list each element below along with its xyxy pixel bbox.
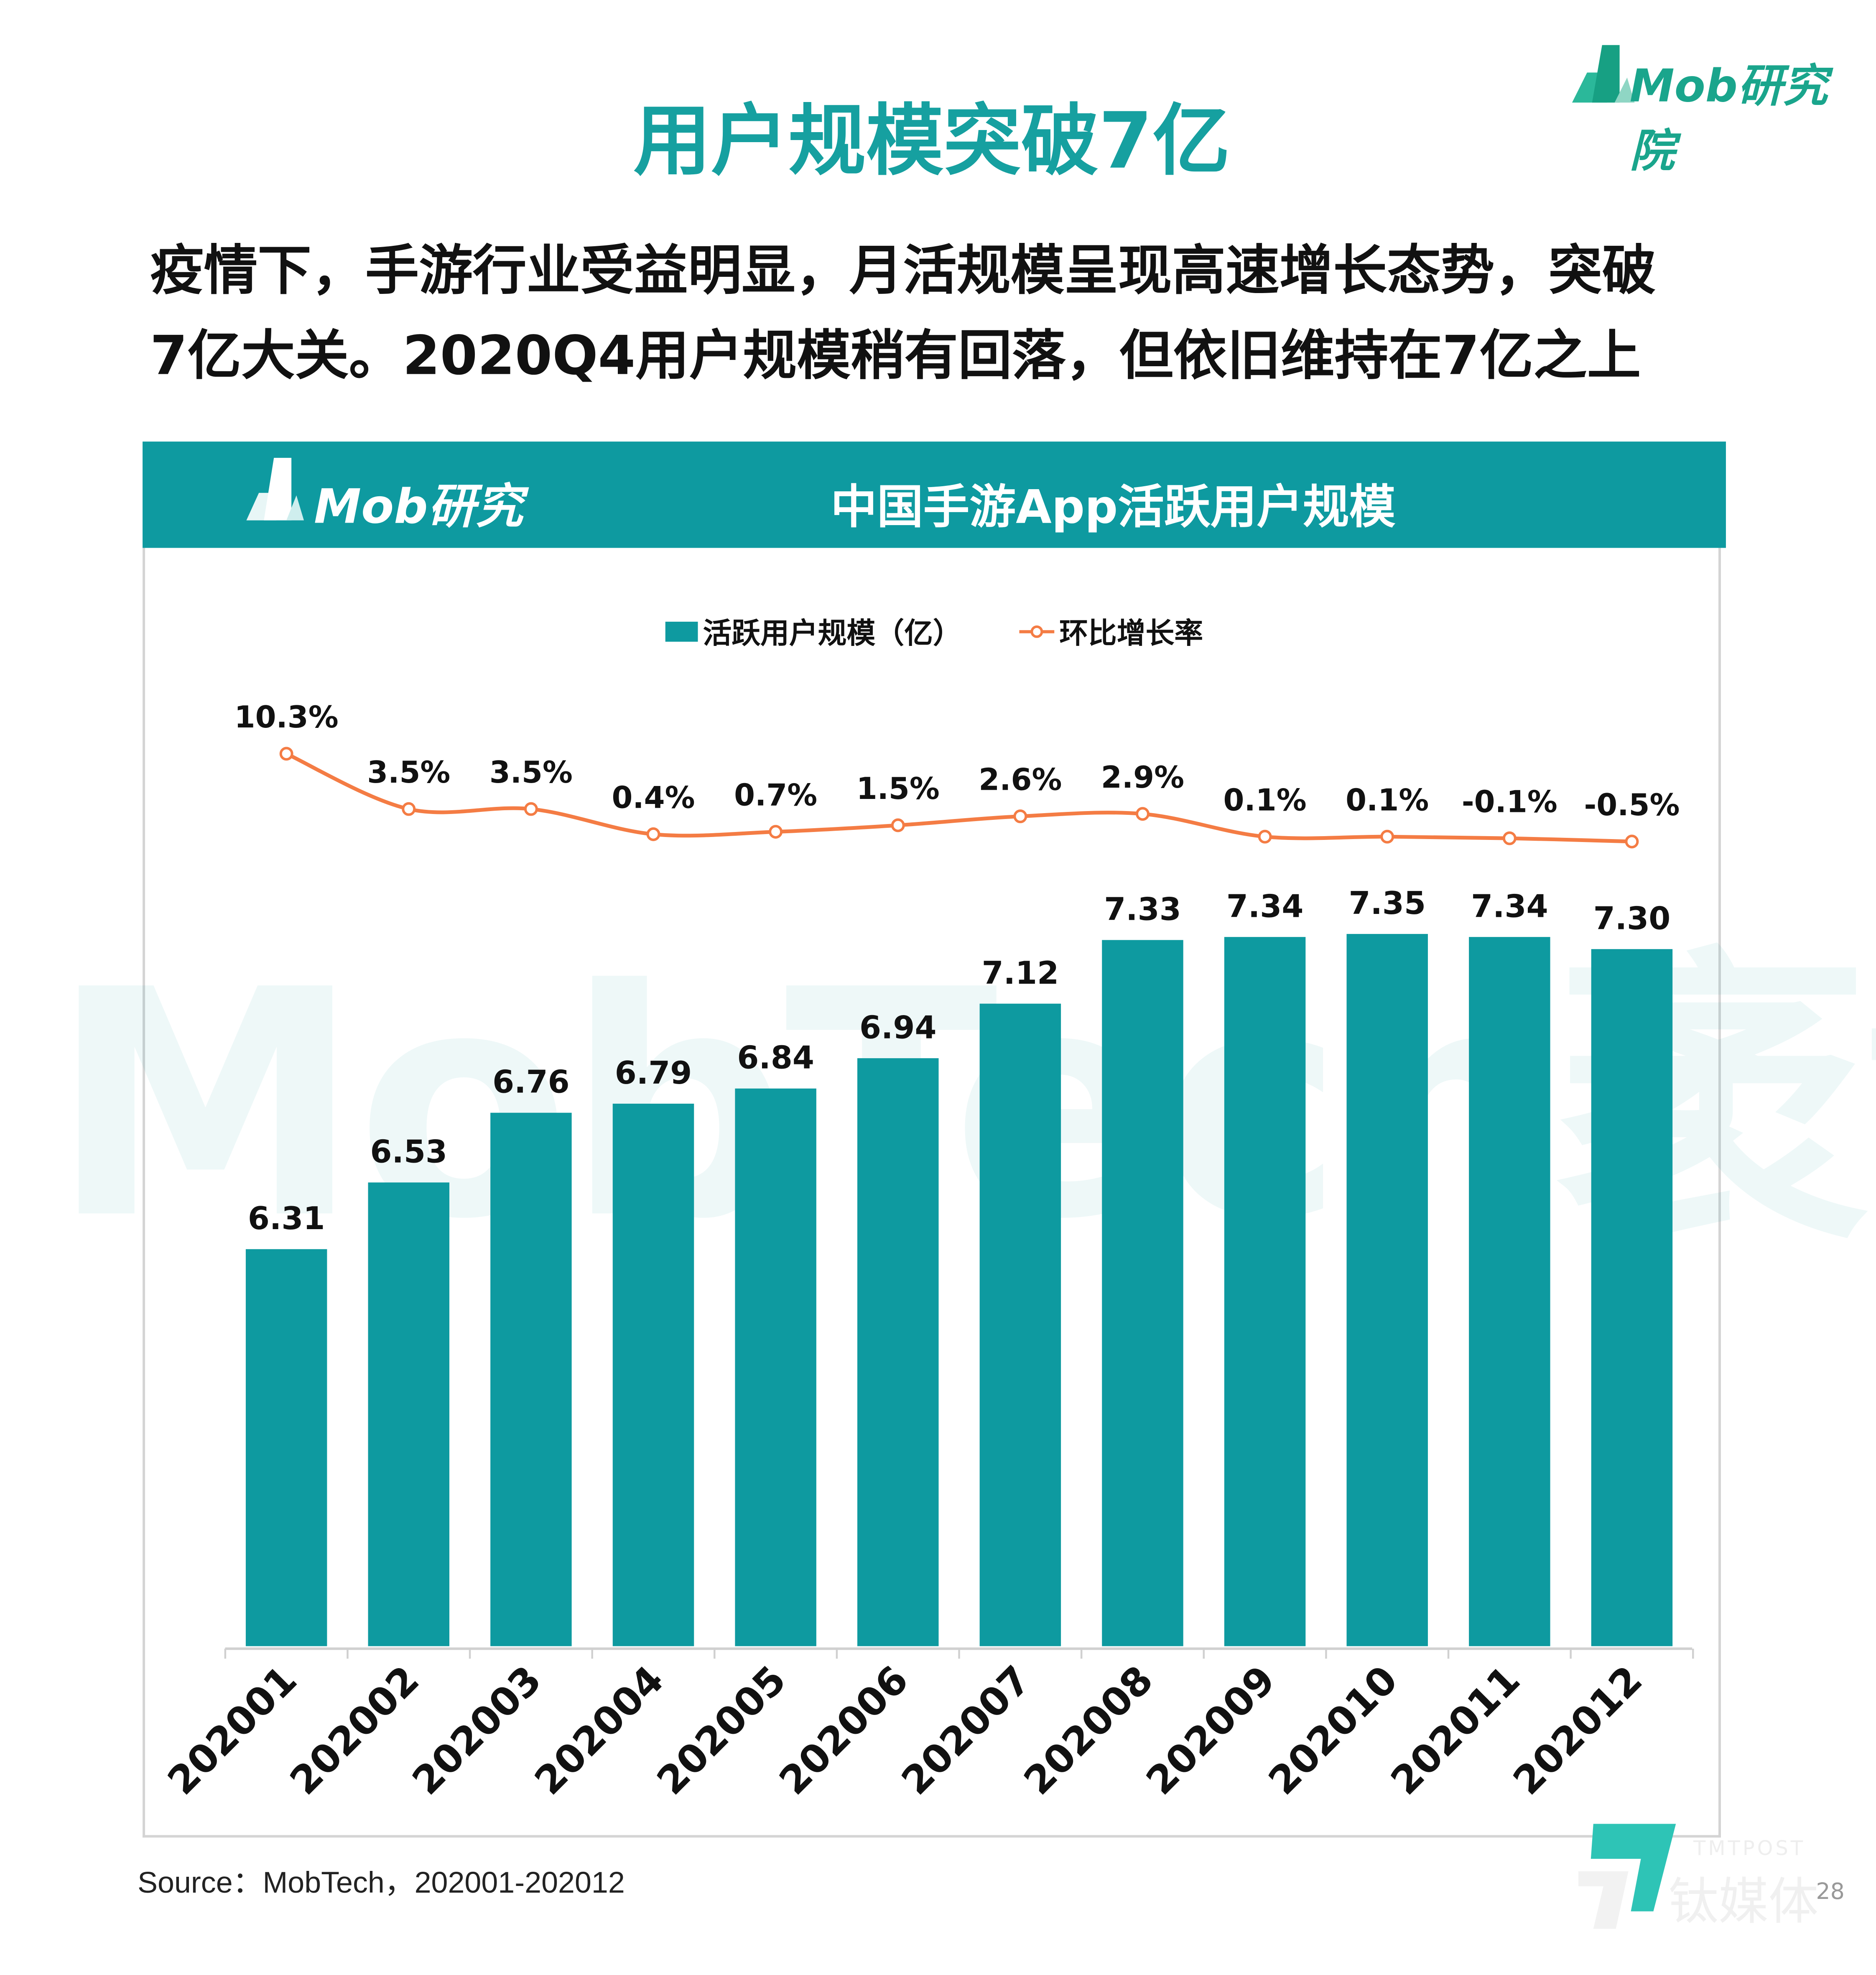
source-note: Source：MobTech，202001-202012: [138, 1866, 625, 1900]
growth-value-label: 0.4%: [612, 780, 695, 815]
bar: [245, 1249, 327, 1646]
subtitle-line-2: 7亿大关。2020Q4用户规模稍有回落，但依旧维持在7亿之上: [150, 325, 1641, 388]
growth-point: [279, 747, 293, 761]
x-tick-label: 202012: [1504, 1657, 1651, 1803]
x-tick-label: 202007: [893, 1657, 1039, 1803]
bar: [1346, 934, 1428, 1646]
bar-value-label: 6.53: [370, 1133, 448, 1170]
x-tick-label: 202011: [1382, 1657, 1529, 1803]
bar: [612, 1103, 694, 1646]
legend-line-marker: [1030, 625, 1043, 638]
growth-point: [1013, 809, 1027, 824]
bar-value-label: 7.30: [1593, 900, 1671, 936]
bar: [1591, 949, 1673, 1646]
growth-value-label: -0.1%: [1462, 784, 1557, 819]
legend-bar-swatch: [665, 622, 698, 642]
growth-value-label: 2.9%: [1101, 760, 1184, 795]
bar: [857, 1058, 939, 1646]
growth-point: [1136, 807, 1150, 821]
legend-bar-label: 活跃用户规模（亿）: [703, 617, 962, 650]
brand-name: Mob研究院: [1629, 61, 1828, 178]
growth-value-label: 0.1%: [1346, 782, 1429, 817]
building-icon: [1572, 45, 1635, 103]
growth-value-label: 0.1%: [1223, 782, 1307, 817]
mob-logo: Mob研究院: [1570, 40, 1845, 178]
growth-value-label: 0.7%: [734, 778, 817, 813]
bar: [735, 1088, 816, 1646]
chart-panel: [143, 548, 1721, 1838]
bar-value-label: 6.31: [248, 1200, 325, 1237]
bar-value-label: 7.33: [1104, 891, 1181, 928]
bar: [368, 1182, 450, 1646]
growth-point: [1258, 829, 1272, 844]
growth-point: [524, 802, 538, 816]
building-icon: [246, 458, 304, 521]
x-tick-label: 202002: [281, 1657, 428, 1803]
growth-line: [285, 752, 1632, 844]
panel-brand-name: Mob研究院: [314, 479, 523, 603]
bar-value-label: 7.34: [1226, 888, 1304, 924]
bar-value-label: 7.12: [982, 955, 1059, 991]
growth-point: [891, 818, 905, 832]
bar-value-label: 7.35: [1348, 885, 1426, 921]
chart-header-band: [143, 441, 1726, 548]
x-tick-label: 202006: [771, 1657, 917, 1803]
x-tick-label: 202008: [1015, 1657, 1162, 1803]
tmtpost-t-icon: [1578, 1824, 1676, 1929]
growth-point: [1380, 829, 1394, 844]
growth-value-label: -0.5%: [1584, 787, 1680, 822]
bar: [979, 1003, 1061, 1646]
x-tick-label: 202009: [1137, 1657, 1284, 1803]
growth-value-label: 2.6%: [979, 762, 1062, 797]
growth-point: [402, 802, 416, 816]
x-tick-label: 202001: [159, 1657, 305, 1803]
growth-point: [769, 825, 783, 839]
page-number: 28: [1816, 1878, 1845, 1905]
x-tick-label: 202010: [1260, 1657, 1406, 1803]
bar-value-label: 7.34: [1471, 888, 1548, 924]
legend-line-label: 环比增长率: [1059, 617, 1203, 650]
bar-value-label: 6.79: [615, 1055, 692, 1091]
subtitle-line-1: 疫情下，手游行业受益明显，月活规模呈现高速增长态势，突破: [150, 240, 1656, 303]
bar-value-label: 6.76: [492, 1064, 570, 1100]
growth-point: [1625, 834, 1639, 849]
growth-point: [1502, 831, 1517, 845]
tmtpost-logo: TMTPOST 钛媒体 28: [1578, 1824, 1866, 1936]
growth-value-label: 10.3%: [234, 699, 339, 735]
bar-value-label: 6.94: [859, 1009, 937, 1046]
growth-point: [646, 827, 660, 841]
bar: [1102, 940, 1183, 1646]
panel-mob-logo: Mob研究院: [244, 453, 569, 603]
growth-value-label: 3.5%: [367, 755, 450, 790]
x-tick-label: 202004: [526, 1657, 672, 1803]
bar: [1224, 937, 1306, 1646]
watermark: MobTech袤博: [50, 923, 1876, 1287]
growth-value-label: 1.5%: [856, 771, 940, 806]
growth-value-label: 3.5%: [489, 755, 573, 790]
bar: [1469, 937, 1550, 1646]
chart-title: 中国手游App活跃用户规模: [831, 480, 1396, 534]
x-tick-label: 202005: [648, 1657, 795, 1803]
bar: [490, 1113, 572, 1646]
bar-value-label: 6.84: [737, 1040, 814, 1076]
x-tick-label: 202003: [404, 1657, 550, 1803]
page-title: 用户规模突破7亿: [633, 95, 1230, 186]
